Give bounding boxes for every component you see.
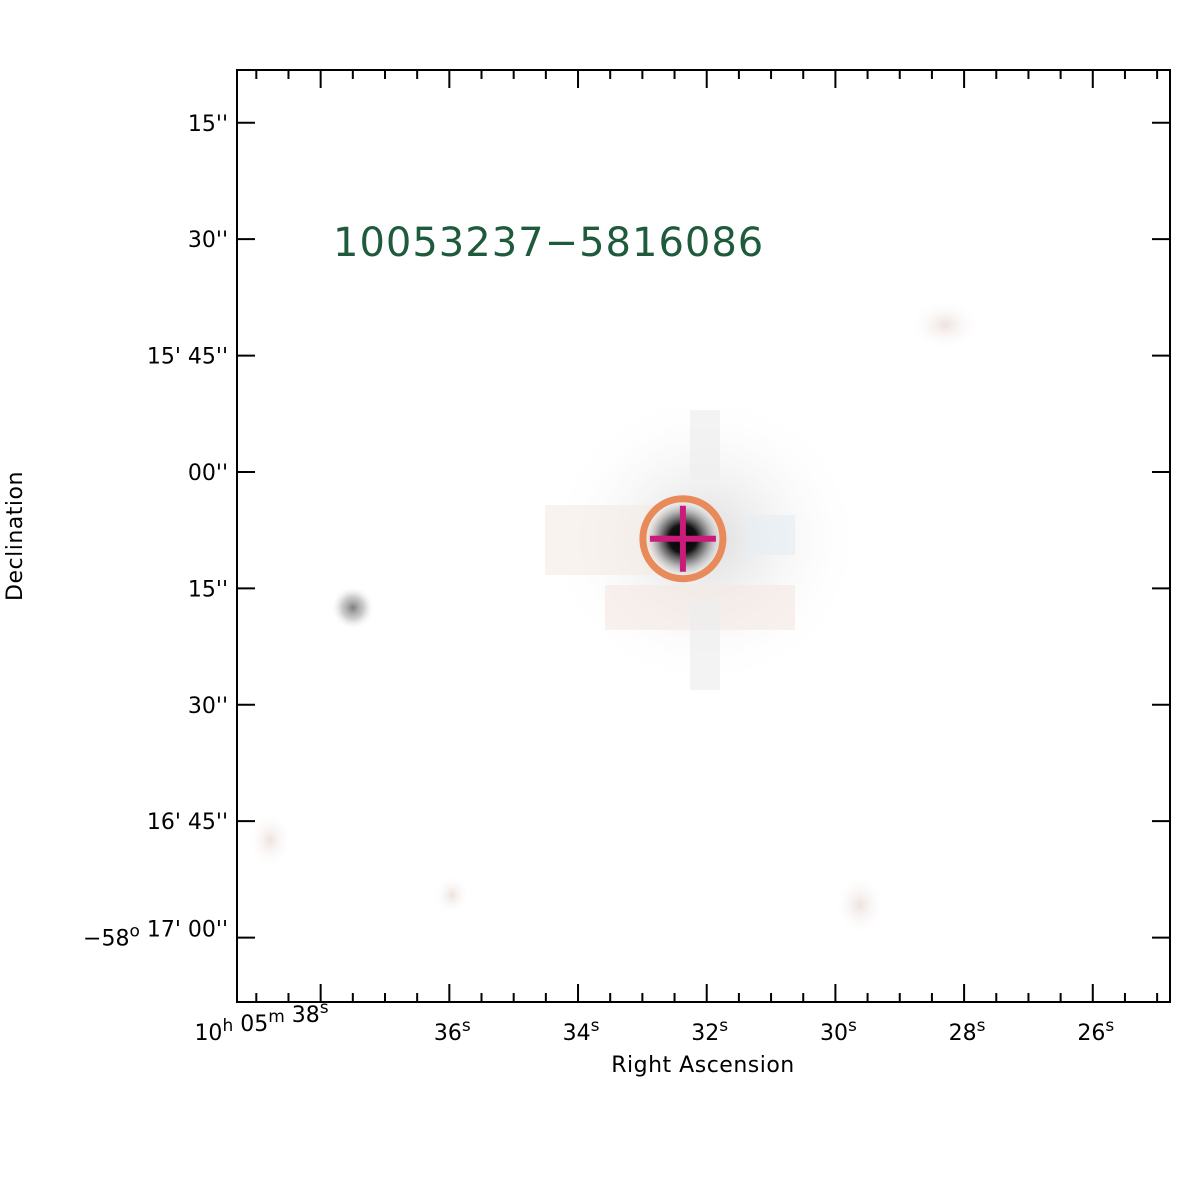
faint-feature — [434, 875, 470, 915]
secondary-source — [330, 585, 375, 630]
plot-frame — [236, 69, 1171, 1003]
x-tick-label: 28s — [949, 1016, 986, 1046]
faint-feature — [910, 300, 980, 350]
diffraction-feature — [690, 600, 720, 690]
y-tick-label: 15'' — [188, 112, 228, 137]
x-tick-label: 10h 05m 38s — [194, 998, 328, 1046]
tick-marks — [237, 70, 1170, 1002]
x-tick-label: 34s — [563, 1016, 600, 1046]
y-tick-label: 15'' — [188, 577, 228, 602]
sky-image — [237, 70, 1170, 1002]
y-tick-label: −58o 17' 00'' — [83, 918, 228, 952]
target-circle-marker — [639, 495, 727, 583]
y-axis-title: Declination — [3, 471, 28, 601]
faint-feature — [248, 812, 292, 868]
y-tick-label: 30'' — [188, 228, 228, 253]
x-tick-label: 32s — [691, 1016, 728, 1046]
x-tick-label: 36s — [434, 1016, 471, 1046]
y-tick-label: 15' 45'' — [147, 345, 228, 370]
y-tick-label: 00'' — [188, 461, 228, 486]
x-tick-label: 26s — [1077, 1016, 1114, 1046]
x-axis-title: Right Ascension — [611, 1053, 795, 1078]
faint-feature — [835, 875, 885, 935]
diffraction-feature — [690, 410, 720, 480]
y-tick-label: 16' 45'' — [147, 810, 228, 835]
tick-labels: 10h 05m 38s 36s 34s 32s 30s 28s 26s 15'' 30'' 15'… — [83, 112, 1114, 1046]
object-title: 10053237−5816086 — [333, 220, 764, 266]
diffraction-feature — [745, 515, 795, 555]
y-tick-label: 30'' — [188, 694, 228, 719]
x-tick-label: 30s — [820, 1016, 857, 1046]
